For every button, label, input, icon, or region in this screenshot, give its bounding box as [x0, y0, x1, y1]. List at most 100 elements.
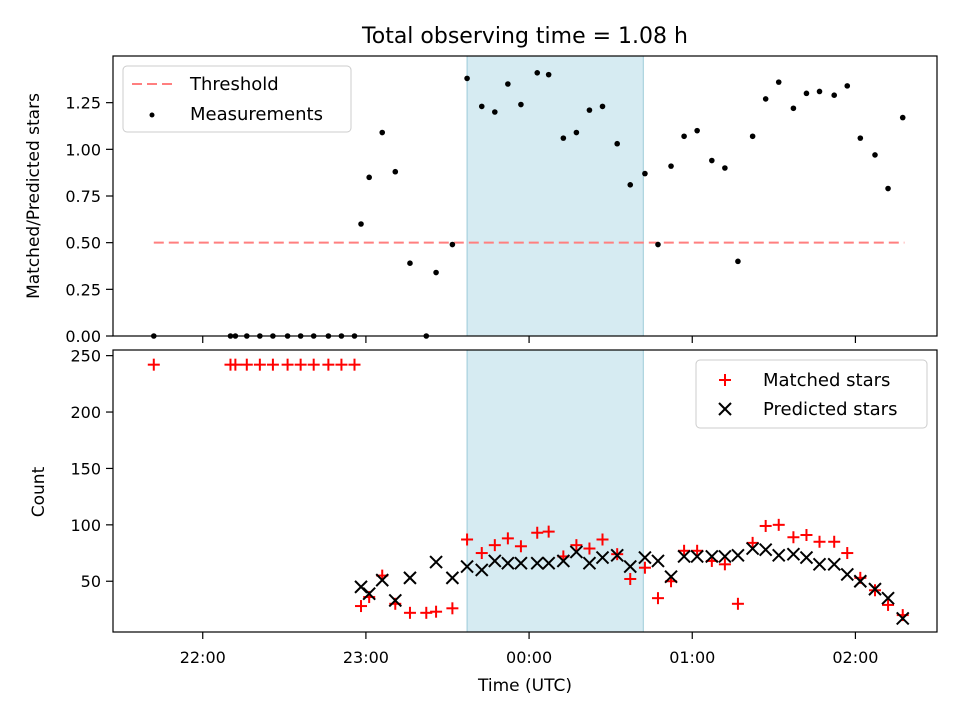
matched-star-point	[882, 598, 895, 611]
bottom-panel: 50 100 150 200 250 22:00 23:00 00:00 01:00 02:00…	[29, 347, 938, 696]
predicted-star-point	[445, 571, 460, 585]
bottom-shaded-span	[466, 349, 644, 633]
predicted-star-point	[881, 591, 895, 605]
measurement-point	[709, 157, 715, 164]
matched-star-point	[403, 606, 416, 619]
measurement-point	[392, 168, 399, 175]
matched-star-point	[514, 540, 527, 553]
matched-star-point	[759, 519, 772, 532]
matched-star-point	[800, 528, 813, 541]
bottom-y-label: Count	[29, 466, 49, 517]
predicted-star-point	[868, 582, 882, 596]
predicted-star-point	[475, 563, 489, 577]
top-x-ticks	[202, 336, 857, 343]
measurement-point	[857, 135, 864, 141]
predicted-star-point	[403, 571, 417, 585]
top-y-label: Matched/Predicted stars	[24, 93, 44, 299]
bottom-y-axis: 50 100 150 200 250	[70, 347, 113, 591]
matched-star-point	[355, 600, 368, 613]
bottom-y-tick-label: 200	[70, 403, 101, 422]
predicted-points	[354, 541, 910, 626]
measurement-point	[762, 96, 769, 102]
predicted-star-point	[460, 559, 474, 574]
matched-star-point	[772, 518, 785, 531]
matched-star-point	[691, 544, 704, 557]
chart-title: Total observing time = 1.08 h	[361, 24, 688, 49]
predicted-star-point	[556, 554, 571, 568]
measurement-point	[545, 71, 552, 78]
predicted-star-point	[375, 573, 389, 587]
measurement-point	[694, 127, 700, 134]
predicted-star-point	[362, 586, 376, 601]
matched-star-point	[787, 531, 800, 544]
matched-star-point	[813, 535, 826, 548]
top-y-tick-label: 1.00	[65, 140, 101, 159]
measurement-point	[642, 170, 648, 177]
x-tick-label: 02:00	[832, 648, 878, 667]
measurement-points	[150, 70, 906, 339]
measurement-point	[735, 258, 741, 265]
predicted-star-point	[501, 556, 515, 570]
legend-predicted-swatch	[718, 402, 732, 416]
matched-star-point	[335, 358, 348, 371]
predicted-star-point	[799, 550, 814, 565]
top-y-tick-label: 0.25	[65, 280, 101, 299]
measurement-point	[366, 174, 372, 181]
predicted-star-point	[731, 548, 745, 563]
predicted-star-point	[582, 556, 597, 570]
measurement-point	[803, 90, 810, 97]
measurement-point	[586, 107, 593, 113]
measurement-point	[899, 114, 906, 121]
measurement-point	[492, 109, 498, 115]
matched-star-point	[229, 358, 242, 371]
matched-star-point	[746, 536, 759, 549]
bottom-x-axis: 22:00 23:00 00:00 01:00 02:00	[180, 632, 878, 667]
predicted-star-point	[677, 549, 691, 564]
measurement-point	[831, 92, 838, 98]
measurement-point	[614, 140, 620, 147]
measurement-point	[775, 79, 782, 85]
legend-matched-label: Matched stars	[763, 370, 890, 391]
bottom-y-tick-label: 100	[70, 516, 101, 535]
predicted-star-point	[569, 545, 584, 559]
predicted-star-point	[541, 556, 556, 570]
predicted-star-point	[595, 550, 610, 565]
top-y-tick-label: 0.00	[65, 327, 101, 346]
matched-star-point	[678, 544, 691, 557]
bottom-y-tick-label: 50	[81, 572, 101, 591]
measurement-point	[573, 129, 580, 136]
matched-star-point	[488, 539, 501, 552]
measurement-point	[722, 165, 728, 171]
predicted-star-point	[690, 549, 704, 564]
top-shaded-span	[466, 55, 644, 337]
measurement-point	[599, 103, 606, 110]
matched-star-point	[281, 358, 294, 371]
matched-star-point	[501, 532, 514, 545]
predicted-star-point	[840, 567, 854, 582]
predicted-star-point	[388, 593, 402, 608]
top-y-axis: 0.00 0.25 0.50 0.75 1.00 1.25	[65, 94, 113, 346]
predicted-star-point	[488, 554, 502, 568]
predicted-star-point	[610, 548, 624, 563]
bottom-legend: Matched stars Predicted stars	[695, 359, 928, 429]
matched-star-point	[348, 358, 361, 371]
matched-star-point	[638, 561, 651, 574]
matched-star-point	[147, 358, 160, 371]
predicted-star-point	[651, 554, 665, 568]
matched-star-point	[420, 606, 433, 619]
measurement-point	[358, 221, 364, 227]
measurement-point	[681, 133, 687, 140]
predicted-star-point	[758, 542, 773, 557]
top-y-tick-label: 1.25	[65, 94, 101, 113]
matched-star-point	[240, 358, 253, 371]
legend-matched-swatch	[719, 374, 731, 386]
bottom-y-tick-label: 250	[70, 347, 101, 366]
measurement-point	[449, 241, 456, 248]
legend-threshold-label: Threshold	[189, 74, 279, 95]
predicted-star-point	[896, 611, 910, 626]
top-panel: 0.00 0.25 0.50 0.75 1.00 1.25 Matched/Predict…	[24, 55, 938, 346]
measurement-point	[560, 135, 567, 141]
predicted-star-point	[745, 541, 760, 556]
measurement-point	[872, 152, 878, 158]
